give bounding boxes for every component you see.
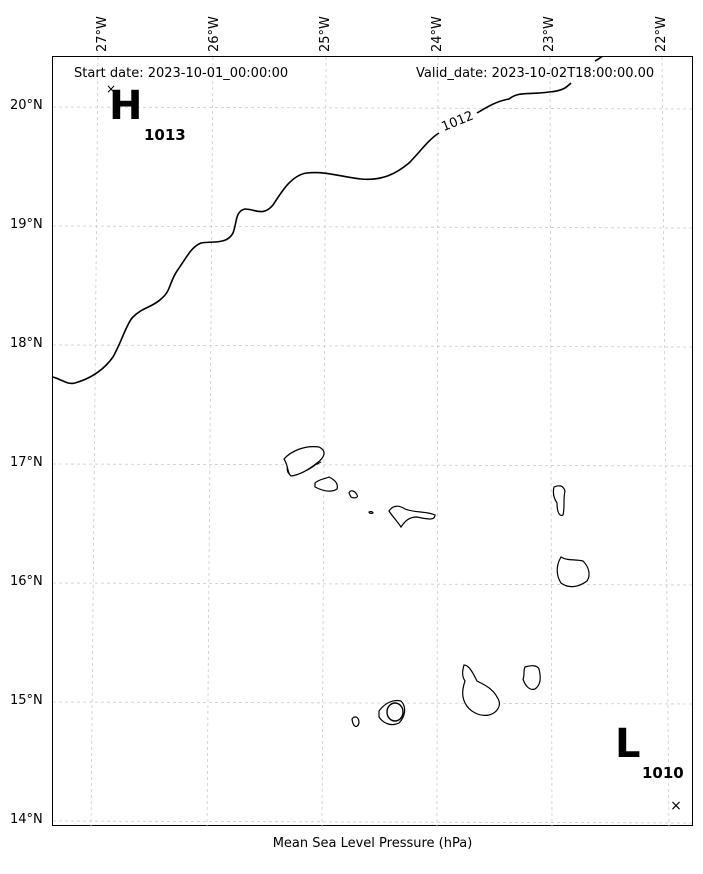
isobar-label-main: 1012 — [440, 109, 476, 135]
graticule — [52, 56, 695, 828]
isobar-1012-ne — [476, 82, 572, 114]
low-pressure-marker-icon: × — [670, 798, 682, 814]
high-pressure-marker-icon: × — [106, 82, 116, 96]
lat-tick-20n: 20°N — [10, 98, 43, 113]
map-canvas: 1012 1012 × H 1013 L 1010 × — [52, 55, 695, 828]
map-frame: 1012 1012 × H 1013 L 1010 × — [52, 55, 695, 828]
lon-tick-23w: 23°W — [542, 16, 557, 52]
lat-tick-17n: 17°N — [10, 455, 43, 470]
island-sao-vicente — [314, 476, 338, 492]
island-santa-luzia — [348, 490, 359, 499]
x-axis-label: Mean Sea Level Pressure (hPa) — [272, 836, 473, 851]
low-pressure-value: 1010 — [642, 764, 684, 782]
lon-tick-22w: 22°W — [654, 16, 669, 52]
high-pressure-value: 1013 — [144, 126, 186, 144]
isobar-fogo-contour — [386, 702, 404, 722]
lat-tick-14n: 14°N — [10, 812, 43, 827]
lon-tick-24w: 24°W — [430, 16, 445, 52]
lon-tick-27w: 27°W — [95, 16, 110, 52]
island-fogo — [378, 699, 406, 726]
lon-tick-25w: 25°W — [318, 16, 333, 52]
isobar-1012 — [52, 132, 440, 385]
island-sao-nicolau — [388, 505, 436, 529]
lat-tick-19n: 19°N — [10, 217, 43, 232]
lat-tick-15n: 15°N — [10, 693, 43, 708]
island-brava — [351, 716, 360, 728]
island-santiago — [462, 664, 501, 716]
island-boa-vista — [556, 556, 590, 588]
lon-tick-26w: 26°W — [207, 16, 222, 52]
start-date-label: Start date: 2023-10-01_00:00:00 — [74, 66, 289, 81]
island-raso — [368, 510, 374, 515]
low-pressure-letter: L — [615, 721, 641, 767]
high-pressure-letter: H — [109, 83, 142, 129]
lat-tick-18n: 18°N — [10, 336, 43, 351]
islands — [283, 446, 590, 728]
island-maio — [522, 665, 541, 690]
island-santo-antao — [283, 446, 325, 477]
island-sal — [552, 485, 566, 516]
lat-tick-16n: 16°N — [10, 574, 43, 589]
valid-date-label: Valid_date: 2023-10-02T18:00:00.00 — [416, 66, 655, 81]
isobar-edge-fragment — [594, 55, 604, 62]
